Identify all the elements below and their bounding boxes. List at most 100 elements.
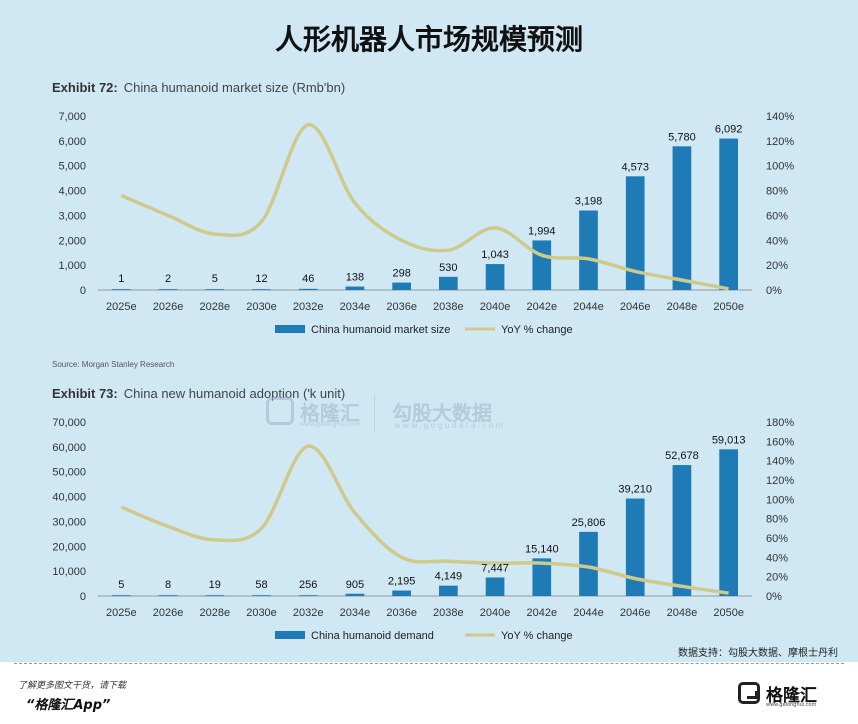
x-axis-tick-label: 2044e (573, 607, 604, 619)
right-axis-tick-label: 80% (766, 514, 788, 526)
bar (719, 138, 738, 290)
left-axis-tick-label: 7,000 (58, 111, 86, 123)
legend-bar-swatch (275, 631, 305, 639)
bar-data-label: 256 (299, 579, 317, 591)
bar-data-label: 5,780 (668, 131, 696, 143)
bar (158, 289, 178, 290)
bar (672, 146, 692, 290)
right-axis-tick-label: 60% (766, 210, 788, 222)
left-axis-tick-label: 6,000 (58, 136, 86, 148)
bar (625, 176, 645, 290)
bar (205, 595, 225, 596)
footer-brand-url: www.gelonghui.com (766, 702, 817, 708)
bar (439, 585, 458, 596)
left-axis-tick-label: 10,000 (52, 566, 86, 578)
bar (392, 282, 411, 290)
right-axis-tick-label: 40% (766, 552, 788, 564)
x-axis-tick-label: 2040e (480, 607, 511, 619)
bar (298, 288, 318, 290)
x-axis-tick-label: 2028e (199, 607, 230, 619)
x-axis-tick-label: 2026e (153, 301, 184, 313)
footer-app-name[interactable]: “格隆汇App” (26, 698, 111, 713)
watermark-brand2: 勾股大数据 (392, 401, 492, 425)
bar-data-label: 58 (255, 579, 267, 591)
source-note: Source: Morgan Stanley Research (52, 360, 175, 369)
x-axis-tick-label: 2030e (246, 607, 277, 619)
bar (205, 289, 225, 290)
bar-data-label: 6,092 (715, 124, 743, 136)
gelonghui-logo-icon (738, 682, 760, 704)
bar-data-label: 3,198 (575, 196, 603, 208)
left-axis-tick-label: 40,000 (52, 492, 86, 504)
footer-divider (14, 663, 844, 664)
bar-data-label: 15,140 (525, 543, 559, 555)
x-axis-tick-label: 2046e (620, 301, 651, 313)
x-axis-tick-label: 2050e (713, 301, 744, 313)
bar (439, 276, 458, 290)
left-axis-tick-label: 4,000 (58, 186, 86, 198)
footer-brand[interactable]: 格隆汇 www.gelonghui.com (738, 680, 838, 710)
bar-data-label: 530 (439, 262, 457, 274)
watermark-brand1-url: www.gelonghui.com (300, 421, 361, 428)
bar-data-label: 905 (346, 579, 364, 591)
bar (719, 449, 738, 596)
left-axis-tick-label: 50,000 (52, 467, 86, 479)
legend-line-label: YoY % change (501, 324, 573, 336)
x-axis-tick-label: 2036e (386, 607, 417, 619)
left-axis-tick-label: 60,000 (52, 442, 86, 454)
x-axis-tick-label: 2046e (620, 607, 651, 619)
right-axis-tick-label: 20% (766, 572, 788, 584)
bar-data-label: 52,678 (665, 450, 699, 462)
bar-data-label: 2 (165, 273, 171, 285)
left-axis-tick-label: 0 (80, 285, 86, 297)
x-axis-tick-label: 2048e (667, 607, 698, 619)
bar (112, 595, 131, 596)
bar (579, 210, 598, 290)
x-axis-tick-label: 2028e (199, 301, 230, 313)
right-axis-tick-label: 120% (766, 475, 794, 487)
bar (485, 577, 505, 596)
right-axis-tick-label: 0% (766, 591, 782, 603)
bar (532, 558, 552, 596)
legend-line-label: YoY % change (501, 630, 573, 642)
left-axis-tick-label: 2,000 (58, 235, 86, 247)
bar (392, 590, 411, 596)
bar-data-label: 19 (209, 579, 221, 591)
right-axis-tick-label: 20% (766, 260, 788, 272)
watermark-divider (374, 395, 375, 431)
left-axis-tick-label: 5,000 (58, 161, 86, 173)
legend-bar-label: China humanoid market size (311, 324, 450, 336)
exhibit-label: Exhibit 73: (52, 386, 118, 401)
left-axis-tick-label: 30,000 (52, 516, 86, 528)
bar-data-label: 59,013 (712, 434, 746, 446)
bar (485, 264, 505, 290)
x-axis-tick-label: 2044e (573, 301, 604, 313)
chart-canvas (0, 0, 858, 662)
adoption-chart: 0 10,000 20,000 30,000 40,000 50,000 60,000 70,… (52, 417, 794, 642)
exhibit-72-heading: Exhibit 72: China humanoid market size (R… (52, 80, 345, 95)
footer-brand-name: 格隆汇 (766, 686, 817, 706)
yoy-line (120, 122, 729, 291)
bar-data-label: 46 (302, 273, 314, 285)
right-axis-tick-label: 140% (766, 111, 794, 123)
bar (252, 289, 271, 290)
x-axis-tick-label: 2038e (433, 301, 464, 313)
x-axis-tick-label: 2040e (480, 301, 511, 313)
bar-data-label: 5 (212, 273, 218, 285)
left-axis-tick-label: 1,000 (58, 260, 86, 272)
bar-data-label: 138 (346, 272, 364, 284)
x-axis-tick-label: 2048e (667, 301, 698, 313)
bar-data-label: 12 (255, 273, 267, 285)
left-axis-tick-label: 20,000 (52, 541, 86, 553)
page-title: 人形机器人市场规模预测 (274, 23, 583, 56)
bar (345, 286, 365, 290)
bar (158, 595, 178, 596)
bar-data-label: 4,573 (621, 161, 649, 173)
bar-data-label: 1,994 (528, 225, 556, 237)
right-axis-tick-label: 100% (766, 494, 794, 506)
bar-data-label: 298 (392, 268, 410, 280)
data-credits: 数据支持：勾股大数据、摩根士丹利 (678, 648, 838, 659)
bar-data-label: 8 (165, 579, 171, 591)
x-axis-tick-label: 2038e (433, 607, 464, 619)
right-axis-tick-label: 140% (766, 456, 794, 468)
